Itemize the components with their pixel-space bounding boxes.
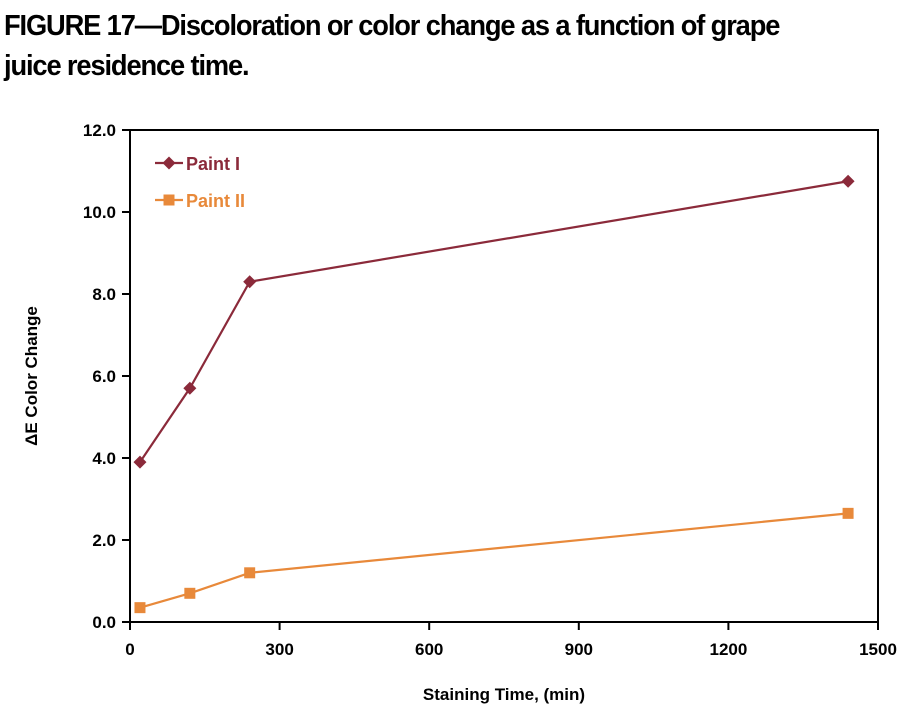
data-point-paint-i — [243, 275, 257, 289]
y-tick-label: 8.0 — [92, 285, 116, 304]
figure-caption: FIGURE 17—Discoloration or color change … — [4, 6, 850, 86]
legend-marker-paint-ii — [163, 194, 175, 206]
x-tick-label: 600 — [415, 640, 443, 659]
series-group — [133, 174, 855, 614]
y-tick-label: 12.0 — [83, 121, 116, 140]
data-point-paint-ii — [134, 602, 146, 614]
series-line-paint-i — [139, 180, 849, 463]
x-tick-label: 900 — [565, 640, 593, 659]
caption-line-2: juice residence time. — [4, 50, 250, 82]
x-axis-ticks: 0 300 600 900 1200 1500 — [125, 622, 897, 659]
series-line-paint-ii — [139, 512, 849, 609]
x-axis-label: Staining Time, (min) — [423, 685, 585, 704]
x-tick-label: 0 — [125, 640, 134, 659]
y-tick-label: 6.0 — [92, 367, 116, 386]
y-axis-ticks: 0.0 2.0 4.0 6.0 8.0 10.0 12.0 — [83, 121, 130, 632]
data-point-paint-ii — [184, 587, 196, 599]
legend-label-paint-ii: Paint II — [186, 191, 245, 211]
y-tick-label: 4.0 — [92, 449, 116, 468]
legend: Paint I Paint II — [155, 154, 245, 211]
y-tick-label: 0.0 — [92, 613, 116, 632]
data-point-paint-i — [841, 174, 855, 188]
legend-marker-paint-i — [162, 156, 176, 170]
x-tick-label: 1200 — [709, 640, 747, 659]
x-tick-label: 1500 — [859, 640, 897, 659]
data-point-paint-ii — [842, 507, 854, 519]
data-point-paint-i — [183, 381, 197, 395]
y-tick-label: 2.0 — [92, 531, 116, 550]
legend-label-paint-i: Paint I — [186, 154, 240, 174]
y-axis-label: ΔE Color Change — [22, 306, 41, 446]
data-point-paint-i — [133, 455, 147, 469]
x-tick-label: 300 — [265, 640, 293, 659]
caption-line-1: FIGURE 17—Discoloration or color change … — [4, 10, 780, 42]
data-point-paint-ii — [244, 567, 256, 579]
y-tick-label: 10.0 — [83, 203, 116, 222]
